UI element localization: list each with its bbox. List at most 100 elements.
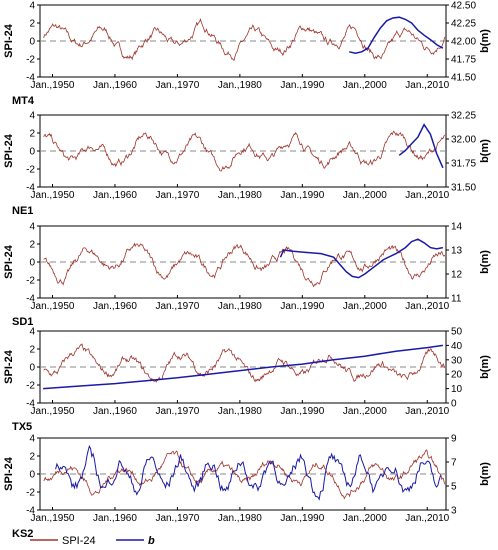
right-axis-label: b(m) xyxy=(479,355,491,379)
left-tick-label: 4 xyxy=(29,434,35,445)
x-tick-label: Jan.,1950 xyxy=(31,190,75,201)
x-tick-label: Jan.,1970 xyxy=(155,190,199,201)
right-tick-label: 42.25 xyxy=(451,19,476,30)
left-tick-label: 0 xyxy=(29,470,35,481)
b-series xyxy=(398,123,444,169)
left-tick-label: 0 xyxy=(29,147,35,158)
x-tick-label: Jan.,1950 xyxy=(31,80,75,91)
x-tick-label: Jan.,1970 xyxy=(155,406,199,417)
x-tick-label: Jan.,1990 xyxy=(280,513,324,524)
x-tick-label: Jan.,1950 xyxy=(31,301,75,312)
x-tick-label: Jan.,1980 xyxy=(218,301,262,312)
left-axis-label: SPI-24 xyxy=(3,133,15,168)
x-tick-label: Jan.,1960 xyxy=(93,301,137,312)
panel-ks2: -4 -2 0 2 4 3 5 7 9 Jan.,1950 Jan.,1960 Jan.,1970 Ja… xyxy=(3,434,491,541)
x-tick-label: Jan.,1960 xyxy=(93,406,137,417)
x-tick-label: Jan.,1950 xyxy=(31,406,75,417)
legend-label-b: b xyxy=(148,535,155,547)
x-tick-label: Jan.,1990 xyxy=(280,301,324,312)
x-tick-label: Jan.,1960 xyxy=(93,513,137,524)
left-tick-label: 2 xyxy=(29,129,35,140)
x-tick-label: Jan.,1980 xyxy=(218,80,262,91)
x-tick-label: Jan.,1960 xyxy=(93,80,137,91)
panel-sd1: -4 -2 0 2 4 11 12 13 14 Jan.,1950 Jan.,1960 Jan.,19… xyxy=(3,222,491,329)
spi-24-series xyxy=(43,449,446,500)
left-tick-label: -2 xyxy=(26,165,35,176)
right-tick-label: 5 xyxy=(451,482,457,493)
legend-label-spi: SPI-24 xyxy=(62,535,96,547)
right-tick-label: 42.00 xyxy=(451,37,476,48)
x-tick-label: Jan.,1990 xyxy=(280,406,324,417)
left-tick-label: -4 xyxy=(26,183,35,194)
left-tick-label: 4 xyxy=(29,222,35,233)
right-tick-label: 31.75 xyxy=(451,159,476,170)
x-tick-label: Jan.,1980 xyxy=(218,406,262,417)
site-label: NE1 xyxy=(12,205,33,217)
right-tick-label: 7 xyxy=(451,458,457,469)
left-tick-label: 4 xyxy=(29,111,35,122)
left-axis-label: SPI-24 xyxy=(3,456,15,491)
x-tick-label: Jan.,2010 xyxy=(405,513,449,524)
left-tick-label: -4 xyxy=(26,506,35,517)
x-tick-label: Jan.,1970 xyxy=(155,301,199,312)
right-tick-label: 30 xyxy=(451,355,463,366)
panel-ne1: -4 -2 0 2 4 31.50 31.75 32.00 32.25 Jan.,1950 Jan.… xyxy=(3,111,491,218)
right-axis-label: b(m) xyxy=(479,462,491,486)
x-tick-label: Jan.,1950 xyxy=(31,513,75,524)
right-tick-label: 20 xyxy=(451,370,463,381)
right-tick-label: 41.50 xyxy=(451,73,476,84)
x-tick-label: Jan.,2010 xyxy=(405,190,449,201)
right-axis-label: b(m) xyxy=(479,29,491,53)
x-tick-label: Jan.,2000 xyxy=(343,513,387,524)
right-tick-label: 10 xyxy=(451,384,463,395)
right-tick-label: 41.75 xyxy=(451,55,476,66)
x-tick-label: Jan.,2010 xyxy=(405,301,449,312)
right-tick-label: 42.50 xyxy=(451,1,476,12)
x-tick-label: Jan.,1980 xyxy=(218,190,262,201)
left-tick-label: 2 xyxy=(29,452,35,463)
left-tick-label: 0 xyxy=(29,363,35,374)
right-tick-label: 50 xyxy=(451,327,463,338)
x-tick-label: Jan.,1990 xyxy=(280,190,324,201)
right-tick-label: 9 xyxy=(451,434,457,445)
panel-mt4: -4 -2 0 2 4 41.50 41.75 42.00 42.25 42.50 Jan.,195… xyxy=(3,1,491,108)
left-tick-label: -2 xyxy=(26,55,35,66)
site-label: MT4 xyxy=(12,95,35,107)
right-tick-label: 32.00 xyxy=(451,135,476,146)
x-tick-label: Jan.,1960 xyxy=(93,190,137,201)
left-tick-label: -2 xyxy=(26,276,35,287)
x-tick-label: Jan.,1990 xyxy=(280,80,324,91)
spi-24-series xyxy=(43,343,446,383)
x-tick-label: Jan.,2000 xyxy=(343,80,387,91)
left-tick-label: 2 xyxy=(29,19,35,30)
right-tick-label: 3 xyxy=(451,506,457,517)
right-axis-label: b(m) xyxy=(479,250,491,274)
right-tick-label: 31.50 xyxy=(451,183,476,194)
left-tick-label: -2 xyxy=(26,381,35,392)
b-series xyxy=(43,344,444,390)
left-tick-label: 0 xyxy=(29,258,35,269)
b-series xyxy=(55,444,442,501)
left-tick-label: 4 xyxy=(29,1,35,12)
b-series xyxy=(349,16,444,54)
spi-24-series xyxy=(43,130,446,172)
legend: SPI-24 b xyxy=(30,535,155,547)
right-tick-label: 14 xyxy=(451,222,463,233)
right-tick-label: 11 xyxy=(451,294,462,305)
x-tick-label: Jan.,2000 xyxy=(343,301,387,312)
site-label: KS2 xyxy=(12,528,33,540)
left-axis-label: SPI-24 xyxy=(3,349,15,384)
x-tick-label: Jan.,2010 xyxy=(405,406,449,417)
right-axis-label: b(m) xyxy=(479,139,491,163)
x-tick-label: Jan.,2000 xyxy=(343,190,387,201)
x-tick-label: Jan.,2010 xyxy=(405,80,449,91)
right-tick-label: 0 xyxy=(451,399,457,410)
left-axis-label: SPI-24 xyxy=(3,244,15,279)
spi-24-series xyxy=(43,18,446,61)
left-tick-label: 0 xyxy=(29,37,35,48)
left-axis-label: SPI-24 xyxy=(3,23,15,58)
left-tick-label: 2 xyxy=(29,240,35,251)
site-label: SD1 xyxy=(12,316,33,328)
